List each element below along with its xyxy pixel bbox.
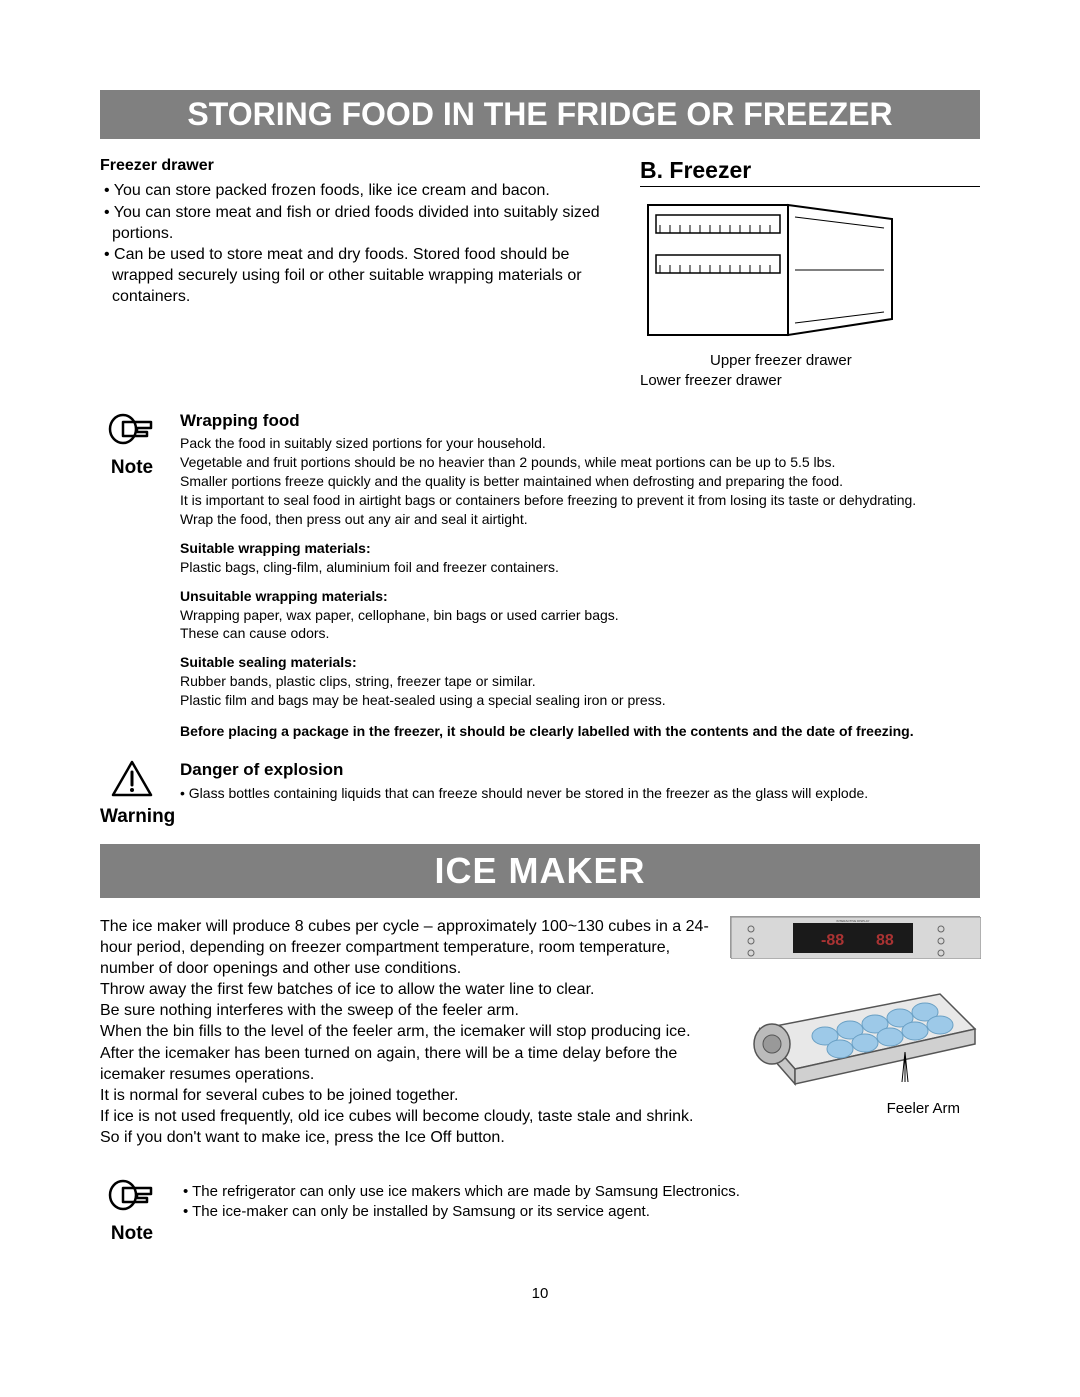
lower-drawer-label: Lower freezer drawer xyxy=(640,371,980,391)
unsuitable-wrap-heading: Unsuitable wrapping materials: xyxy=(180,587,980,606)
warning-icon-col: Warning xyxy=(100,759,164,828)
ice-maker-text: The ice maker will produce 8 cubes per c… xyxy=(100,916,710,1148)
note-icon-col-1: Note xyxy=(100,410,164,741)
note-label-1: Note xyxy=(100,457,164,479)
unsuitable-wrap-text-2: These can cause odors. xyxy=(180,624,980,643)
svg-text:88: 88 xyxy=(876,932,894,949)
danger-heading: Danger of explosion xyxy=(180,759,980,782)
feeler-arm-label: Feeler Arm xyxy=(730,1100,960,1117)
wrapping-content: Wrapping food Pack the food in suitably … xyxy=(180,410,980,741)
warning-danger-explosion: Warning Danger of explosion • Glass bott… xyxy=(100,759,980,828)
freezer-bullet-3: • Can be used to store meat and dry food… xyxy=(100,245,610,307)
freezer-drawer-section: Freezer drawer • You can store packed fr… xyxy=(100,157,980,392)
note-icon-col-2: Note xyxy=(100,1176,164,1245)
wrap-line-2: Vegetable and fruit portions should be n… xyxy=(180,453,980,472)
freezer-diagram-col: B. Freezer Upper freezer d xyxy=(640,157,980,392)
hand-pointing-icon-2 xyxy=(100,1176,164,1221)
danger-text: • Glass bottles containing liquids that … xyxy=(180,784,980,803)
control-panel-diagram: -88 88 INTERACTIVE DISPLAY xyxy=(730,916,980,958)
freezer-drawer-text: Freezer drawer • You can store packed fr… xyxy=(100,157,610,392)
note-samsung-only: Note • The refrigerator can only use ice… xyxy=(100,1176,980,1245)
ice-p3: Be sure nothing interferes with the swee… xyxy=(100,1000,710,1021)
ice-maker-images: -88 88 INTERACTIVE DISPLAY xyxy=(730,916,980,1148)
note-label-2: Note xyxy=(100,1223,164,1245)
section-banner-icemaker: ICE MAKER xyxy=(100,844,980,898)
ice-tray-diagram xyxy=(730,974,980,1094)
page-number: 10 xyxy=(100,1285,980,1302)
note2-bullet-1: • The refrigerator can only use ice make… xyxy=(180,1182,980,1202)
freezer-drawer-heading: Freezer drawer xyxy=(100,157,610,175)
svg-text:INTERACTIVE DISPLAY: INTERACTIVE DISPLAY xyxy=(836,919,869,923)
labelling-note: Before placing a package in the freezer,… xyxy=(180,722,980,741)
ice-p1: The ice maker will produce 8 cubes per c… xyxy=(100,916,710,979)
warning-label: Warning xyxy=(100,806,164,828)
freezer-bullet-1: • You can store packed frozen foods, lik… xyxy=(100,181,610,202)
wrap-line-1: Pack the food in suitably sized portions… xyxy=(180,434,980,453)
diagram-labels: Upper freezer drawer Lower freezer drawe… xyxy=(640,351,980,392)
sealing-text-1: Rubber bands, plastic clips, string, fre… xyxy=(180,672,980,691)
section-banner-storing: STORING FOOD IN THE FRIDGE OR FREEZER xyxy=(100,90,980,139)
ice-p2: Throw away the first few batches of ice … xyxy=(100,979,710,1000)
sealing-heading: Suitable sealing materials: xyxy=(180,653,980,672)
hand-pointing-icon xyxy=(100,410,164,455)
ice-p6: It is normal for several cubes to be joi… xyxy=(100,1085,710,1106)
svg-text:-88: -88 xyxy=(821,932,844,949)
ice-p7: If ice is not used frequently, old ice c… xyxy=(100,1106,710,1148)
note2-content: • The refrigerator can only use ice make… xyxy=(180,1176,980,1245)
upper-drawer-label: Upper freezer drawer xyxy=(640,351,980,371)
wrapping-food-heading: Wrapping food xyxy=(180,410,980,433)
ice-p5: After the icemaker has been turned on ag… xyxy=(100,1043,710,1085)
freezer-bullet-2: • You can store meat and fish or dried f… xyxy=(100,203,610,245)
warning-triangle-icon xyxy=(100,759,164,804)
unsuitable-wrap-text-1: Wrapping paper, wax paper, cellophane, b… xyxy=(180,606,980,625)
sealing-text-2: Plastic film and bags may be heat-sealed… xyxy=(180,691,980,710)
wrap-line-5: Wrap the food, then press out any air an… xyxy=(180,510,980,529)
b-freezer-heading: B. Freezer xyxy=(640,157,980,187)
note2-bullet-2: • The ice-maker can only be installed by… xyxy=(180,1202,980,1222)
wrap-line-4: It is important to seal food in airtight… xyxy=(180,491,980,510)
danger-content: Danger of explosion • Glass bottles cont… xyxy=(180,759,980,828)
freezer-diagram xyxy=(640,195,900,345)
note-wrapping-food: Note Wrapping food Pack the food in suit… xyxy=(100,410,980,741)
ice-maker-section: The ice maker will produce 8 cubes per c… xyxy=(100,916,980,1148)
suitable-wrap-heading: Suitable wrapping materials: xyxy=(180,539,980,558)
suitable-wrap-text: Plastic bags, cling-film, aluminium foil… xyxy=(180,558,980,577)
wrap-line-3: Smaller portions freeze quickly and the … xyxy=(180,472,980,491)
ice-p4: When the bin fills to the level of the f… xyxy=(100,1021,710,1042)
